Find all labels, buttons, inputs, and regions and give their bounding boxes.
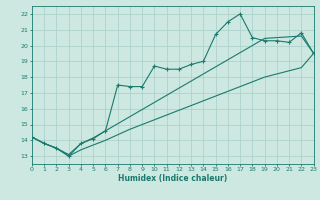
X-axis label: Humidex (Indice chaleur): Humidex (Indice chaleur) (118, 174, 228, 183)
